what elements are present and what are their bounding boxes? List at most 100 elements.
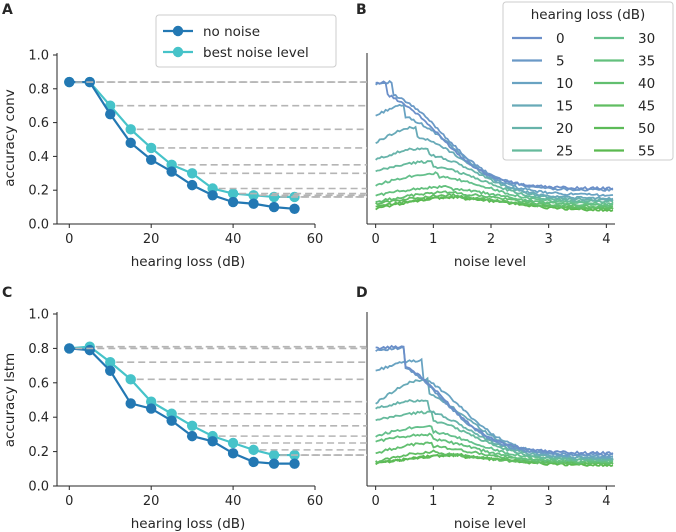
x-tick-label: 0: [65, 494, 73, 509]
legend-hl-label: 5: [556, 54, 565, 70]
data-point-no-noise: [207, 190, 218, 201]
x-tick-label: 0: [372, 494, 380, 509]
y-tick-label: 0.4: [28, 150, 49, 165]
noise-curve-45db: [375, 449, 614, 466]
data-point-no-noise: [248, 198, 259, 209]
y-axis-label-a: accuracy conv: [2, 89, 18, 186]
noise-curve-30db: [375, 171, 614, 206]
y-tick-label: 1.0: [28, 49, 49, 64]
noise-curve-20db: [375, 147, 614, 202]
data-point-no-noise: [125, 137, 136, 149]
y-tick-label: 0.8: [28, 82, 49, 97]
data-point-no-noise: [64, 343, 75, 354]
data-point-no-noise: [207, 436, 218, 447]
noise-curve-15db: [375, 376, 614, 461]
data-point-best-noise: [145, 142, 157, 154]
data-point-best-noise: [125, 124, 136, 135]
panel-d: 0 1 2 3 4: [366, 312, 615, 509]
panel-label-a: A: [2, 2, 13, 18]
data-point-best-noise: [227, 188, 239, 199]
y-tick-label: 0.8: [28, 342, 49, 357]
x-tick-label: 0: [65, 232, 73, 247]
series-line-no-noise: [69, 80, 295, 210]
data-point-no-noise: [145, 403, 157, 414]
data-point-no-noise: [289, 203, 300, 214]
legend-label: no noise: [203, 24, 260, 40]
x-tick-label: 40: [225, 494, 242, 509]
data-point-best-noise: [105, 356, 116, 368]
data-point-no-noise: [84, 344, 95, 356]
data-point-no-noise: [268, 201, 280, 213]
x-tick-label: 0: [372, 232, 380, 247]
legend-noise-frame: [155, 14, 337, 68]
legend-hl-label: 35: [638, 54, 655, 70]
legend-noise: no noise best noise level: [155, 14, 337, 68]
noise-curve-0db: [375, 80, 614, 191]
x-tick-label: 20: [143, 232, 160, 247]
data-point-no-noise: [186, 430, 198, 442]
noise-curve-0db: [375, 344, 614, 456]
x-tick-label: 3: [545, 494, 553, 509]
panel-label-d: D: [356, 285, 368, 301]
y-tick-label: 0.0: [28, 480, 49, 495]
noise-curve-5db: [375, 79, 614, 192]
x-tick-label: 20: [143, 494, 160, 509]
y-axis-label-c: accuracy lstm: [2, 353, 18, 447]
data-point-no-noise: [227, 196, 239, 208]
noise-curve-45db: [375, 193, 614, 211]
legend-hl-label: 40: [638, 76, 655, 92]
panel-label-b: B: [356, 2, 367, 18]
x-axis-label-b: noise level: [454, 254, 526, 270]
data-point-no-noise: [268, 458, 280, 469]
noise-curve-35db: [375, 432, 614, 464]
x-axis-label-a: hearing loss (dB): [131, 254, 246, 270]
panel-c: 0 20 40 60 0.0 0.2 0.4 0.6 0.8 1.0: [28, 308, 323, 510]
y-tick-label: 0.6: [28, 116, 49, 131]
panel-label-c: C: [2, 285, 12, 301]
legend-label: best noise level: [203, 45, 309, 61]
data-point-no-noise: [186, 179, 198, 191]
legend-hl-label: 25: [556, 144, 573, 160]
data-point-best-noise: [186, 420, 198, 431]
data-point-no-noise: [166, 166, 177, 177]
noise-curve-35db: [375, 185, 614, 207]
connector-lines: [75, 81, 367, 456]
legend-swatch-marker: [172, 46, 184, 58]
x-tick-label: 2: [487, 494, 495, 509]
noise-curve-25db: [375, 410, 614, 462]
legend-hl-label: 20: [556, 121, 573, 137]
legend-hl-label: 15: [556, 99, 573, 115]
x-tick-label: 60: [307, 494, 324, 509]
x-tick-label: 4: [602, 232, 610, 247]
y-tick-label: 0.2: [28, 184, 49, 199]
legend-hearing-frame: [502, 1, 674, 161]
y-tick-label: 0.2: [28, 445, 49, 460]
data-point-no-noise: [105, 108, 116, 120]
noise-curve-10db: [375, 357, 614, 459]
data-point-no-noise: [289, 458, 300, 469]
data-point-no-noise: [248, 456, 259, 468]
legend-hl-label: 50: [638, 121, 655, 137]
y-tick-label: 0.6: [28, 376, 49, 391]
series-line-no-noise: [69, 347, 295, 465]
x-tick-label: 3: [545, 232, 553, 247]
y-tick-label: 0.4: [28, 411, 49, 426]
data-point-no-noise: [64, 76, 75, 88]
noise-curve-25db: [375, 159, 614, 204]
legend-hl-label: 30: [638, 31, 655, 47]
x-tick-label: 4: [602, 494, 610, 509]
data-point-best-noise: [248, 444, 259, 456]
x-tick-label: 1: [429, 494, 437, 509]
x-tick-label: 60: [307, 232, 324, 247]
legend-hl-label: 45: [638, 99, 655, 115]
data-point-no-noise: [227, 448, 239, 459]
legend-swatch-marker: [172, 25, 184, 37]
data-point-no-noise: [105, 365, 116, 376]
y-tick-label: 1.0: [28, 308, 49, 323]
data-point-no-noise: [145, 154, 157, 165]
x-tick-label: 40: [225, 232, 242, 247]
x-tick-label: 2: [487, 232, 495, 247]
legend-hl-label: 10: [556, 76, 573, 92]
data-point-best-noise: [125, 374, 136, 385]
